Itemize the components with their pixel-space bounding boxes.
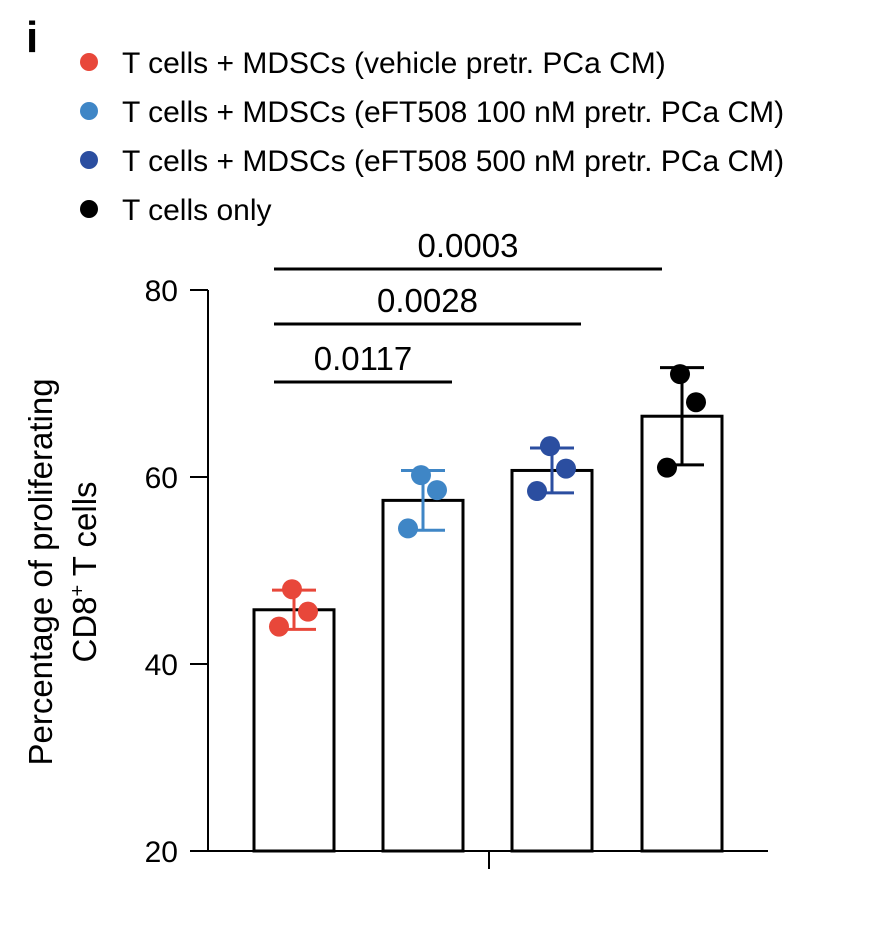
y-axis-label-line1: Percentage of proliferating [22, 378, 59, 765]
point-3-1 [686, 392, 706, 413]
bar-3 [640, 414, 724, 853]
bracket-label-1: 0.0028 [377, 282, 478, 319]
bar-1 [381, 498, 465, 853]
error-bars [272, 366, 704, 631]
legend-label-0: T cells + MDSCs (vehicle pretr. PCa CM) [122, 47, 666, 80]
y-axis-label-line2-head: CD8 [66, 596, 103, 662]
y-axis-label-line2: CD8+ T cells [66, 481, 103, 662]
x-axis [208, 850, 768, 869]
y-axis: 20 40 60 80 [145, 275, 209, 869]
bracket-label-2: 0.0003 [418, 227, 519, 264]
legend-marker-1 [80, 102, 98, 120]
point-2-2 [527, 481, 547, 502]
point-3-0 [670, 364, 690, 385]
bar-2 [510, 468, 594, 853]
point-0-2 [269, 616, 289, 637]
data-points [269, 364, 706, 637]
significance-brackets: 0.0117 0.0028 0.0003 [274, 227, 662, 384]
point-2-0 [540, 436, 560, 457]
y-tick-label-1: 40 [145, 649, 178, 682]
legend-marker-2 [80, 151, 98, 169]
bar-0 [252, 608, 336, 853]
point-1-0 [411, 465, 431, 486]
legend-label-2: T cells + MDSCs (eFT508 500 nM pretr. PC… [122, 145, 784, 178]
point-0-0 [282, 579, 302, 600]
legend: T cells + MDSCs (vehicle pretr. PCa CM) T… [80, 47, 784, 227]
point-1-2 [398, 518, 418, 539]
y-tick-label-3: 80 [145, 275, 178, 308]
y-tick-label-2: 60 [145, 462, 178, 495]
y-tick-label-0: 20 [145, 836, 178, 869]
bracket-label-0: 0.0117 [314, 340, 412, 377]
legend-label-3: T cells only [122, 194, 272, 227]
point-3-2 [657, 457, 677, 478]
legend-label-1: T cells + MDSCs (eFT508 100 nM pretr. PC… [122, 96, 784, 129]
point-0-1 [298, 601, 318, 622]
point-2-1 [556, 458, 576, 479]
legend-marker-0 [80, 53, 98, 71]
legend-marker-3 [80, 200, 98, 218]
panel-label: i [26, 13, 38, 62]
point-1-1 [427, 480, 447, 501]
y-axis-label-superscript: + [67, 585, 89, 597]
y-axis-label-line2-tail: T cells [66, 481, 103, 584]
bars [252, 414, 724, 853]
